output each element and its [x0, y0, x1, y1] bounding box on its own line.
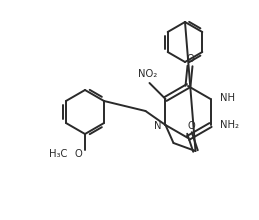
Text: O: O — [188, 121, 195, 131]
Text: NH₂: NH₂ — [220, 120, 239, 130]
Text: NH: NH — [220, 93, 234, 103]
Text: O: O — [74, 149, 82, 159]
Text: O: O — [186, 54, 194, 64]
Text: N: N — [154, 121, 161, 131]
Text: H₃C: H₃C — [49, 149, 67, 159]
Text: NO₂: NO₂ — [138, 69, 157, 79]
